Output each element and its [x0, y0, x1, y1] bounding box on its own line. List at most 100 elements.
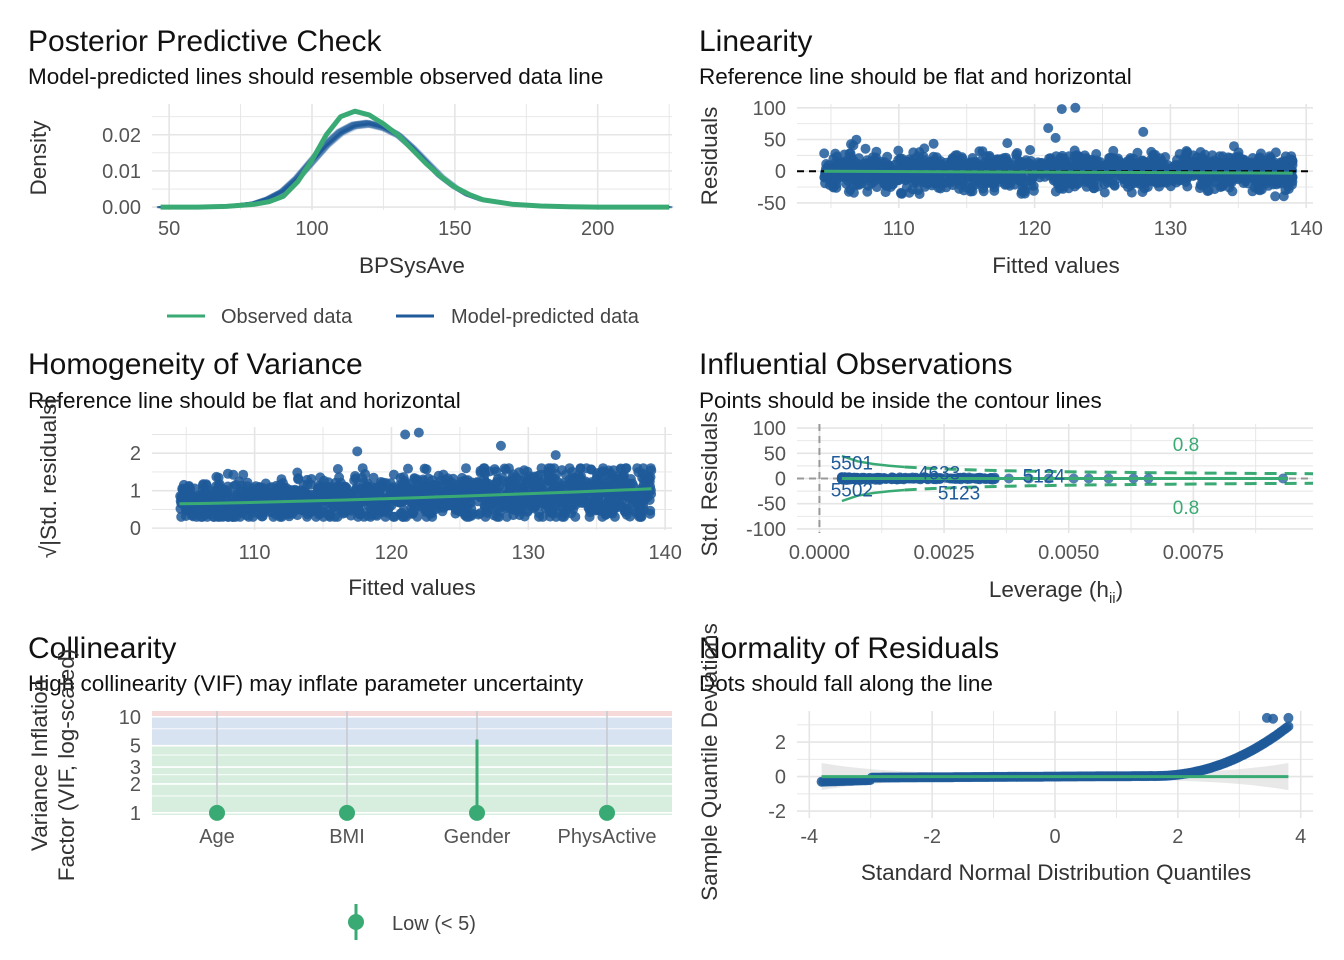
normality-qq-point — [1268, 713, 1279, 724]
predicted-draw-line — [160, 125, 669, 209]
homogeneity-point — [255, 504, 266, 515]
normality-x-tick-label: 2 — [1172, 826, 1183, 848]
linearity-point — [914, 189, 925, 199]
legend-key-low-dot — [348, 914, 364, 930]
linearity-point — [819, 148, 830, 159]
homogeneity-point — [227, 510, 238, 521]
predicted-draw-line — [160, 122, 669, 209]
homogeneity-point — [388, 511, 399, 522]
homogeneity-point — [266, 482, 277, 493]
linearity-point — [1183, 159, 1193, 170]
linearity-point — [850, 175, 861, 186]
homogeneity-point — [586, 464, 597, 475]
normality-gridlines — [797, 711, 1313, 818]
linearity-point — [983, 159, 994, 170]
linearity-y-tick-label: 100 — [753, 98, 786, 120]
ppc-y-tick-label: 0.02 — [102, 125, 141, 147]
linearity-point — [1138, 126, 1149, 137]
ppc-subtitle: Model-predicted lines should resemble ob… — [28, 64, 603, 89]
homogeneity-point — [357, 463, 368, 474]
homogeneity-point — [566, 501, 577, 512]
homogeneity-point — [429, 499, 440, 510]
homogeneity-point — [547, 507, 558, 518]
linearity-points — [797, 102, 1313, 202]
panel-collinearity: Collinearity High collinearity (VIF) may… — [27, 632, 672, 940]
collinearity-y-tick-label: 3 — [130, 757, 141, 779]
homogeneity-point — [176, 511, 187, 522]
normality-qq-point — [1283, 712, 1294, 723]
homogeneity-point — [422, 496, 433, 507]
predicted-draw-line — [159, 125, 668, 209]
linearity-point — [1254, 185, 1265, 196]
homogeneity-point — [336, 487, 347, 498]
homogeneity-point — [346, 504, 357, 514]
homogeneity-point — [247, 487, 257, 498]
linearity-point — [1109, 180, 1120, 190]
homogeneity-point — [514, 467, 525, 478]
linearity-point — [1182, 148, 1192, 159]
homogeneity-point — [620, 463, 631, 474]
observed-data-line — [160, 108, 670, 210]
homogeneity-x-tick-label: 120 — [375, 542, 408, 564]
predicted-draw-line — [158, 125, 668, 209]
predicted-draw-line — [159, 119, 669, 209]
linearity-y-tick-label: 50 — [764, 130, 786, 152]
collinearity-x-tick-label: Age — [199, 826, 235, 848]
homogeneity-point — [424, 508, 435, 519]
collinearity-y-tick-label: 2 — [130, 774, 141, 796]
linearity-point — [1025, 145, 1036, 155]
homogeneity-point — [311, 491, 322, 501]
linearity-point — [843, 186, 854, 197]
homogeneity-x-tick-label: 130 — [512, 542, 545, 564]
panel-normality-of-residuals: Normality of Residuals Dots should fall … — [697, 623, 1313, 901]
legend-label-observed: Observed data — [221, 306, 353, 328]
homogeneity-point — [568, 479, 579, 490]
linearity-subtitle: Reference line should be flat and horizo… — [699, 64, 1132, 89]
normality-y-tick-label: 2 — [775, 732, 786, 754]
homogeneity-point — [454, 504, 465, 515]
homogeneity-point — [542, 466, 553, 477]
normality-x-tick-label: -2 — [923, 826, 941, 848]
homogeneity-point — [192, 502, 203, 513]
normality-x-tick-label: -4 — [800, 826, 818, 848]
linearity-point — [1182, 181, 1193, 192]
homogeneity-point — [254, 486, 265, 497]
homogeneity-point — [522, 475, 533, 486]
ppc-legend: Observed data Model-predicted data — [167, 306, 640, 328]
homogeneity-y-tick-label: 0 — [130, 518, 141, 540]
linearity-point — [1152, 177, 1163, 187]
predicted-draw-line — [163, 122, 673, 209]
ppc-y-tick-label: 0.00 — [102, 197, 141, 219]
homogeneity-point — [481, 495, 492, 506]
homogeneity-point — [575, 463, 586, 474]
homogeneity-point — [603, 494, 614, 505]
homogeneity-point — [199, 509, 210, 520]
linearity-point — [1096, 171, 1107, 182]
homogeneity-point — [178, 494, 189, 505]
homogeneity-point — [634, 508, 645, 518]
linearity-point — [1242, 178, 1253, 189]
linearity-y-axis-label: Residuals — [697, 107, 722, 206]
homogeneity-x-tick-label: 110 — [239, 542, 271, 564]
linearity-point — [1132, 147, 1143, 158]
homogeneity-point — [388, 469, 399, 480]
linearity-point — [1270, 191, 1281, 202]
predicted-draw-line — [159, 122, 668, 209]
predicted-draw-line — [157, 119, 667, 209]
homogeneity-point — [334, 472, 345, 483]
ppc-y-tick-label: 0.01 — [102, 161, 141, 183]
collinearity-title: Collinearity — [28, 632, 176, 665]
homogeneity-point — [587, 496, 598, 507]
linearity-reference-line — [824, 169, 1293, 175]
linearity-point — [1070, 102, 1081, 113]
homogeneity-point — [461, 463, 471, 474]
ppc-gridlines — [152, 104, 672, 210]
linearity-point — [1058, 153, 1069, 164]
homogeneity-point — [267, 502, 278, 512]
homogeneity-point — [632, 494, 643, 505]
homogeneity-point — [264, 491, 275, 501]
linearity-point — [1231, 157, 1242, 168]
linearity-point — [893, 145, 904, 156]
predicted-draw-line — [159, 124, 668, 209]
homogeneity-point — [368, 472, 379, 483]
